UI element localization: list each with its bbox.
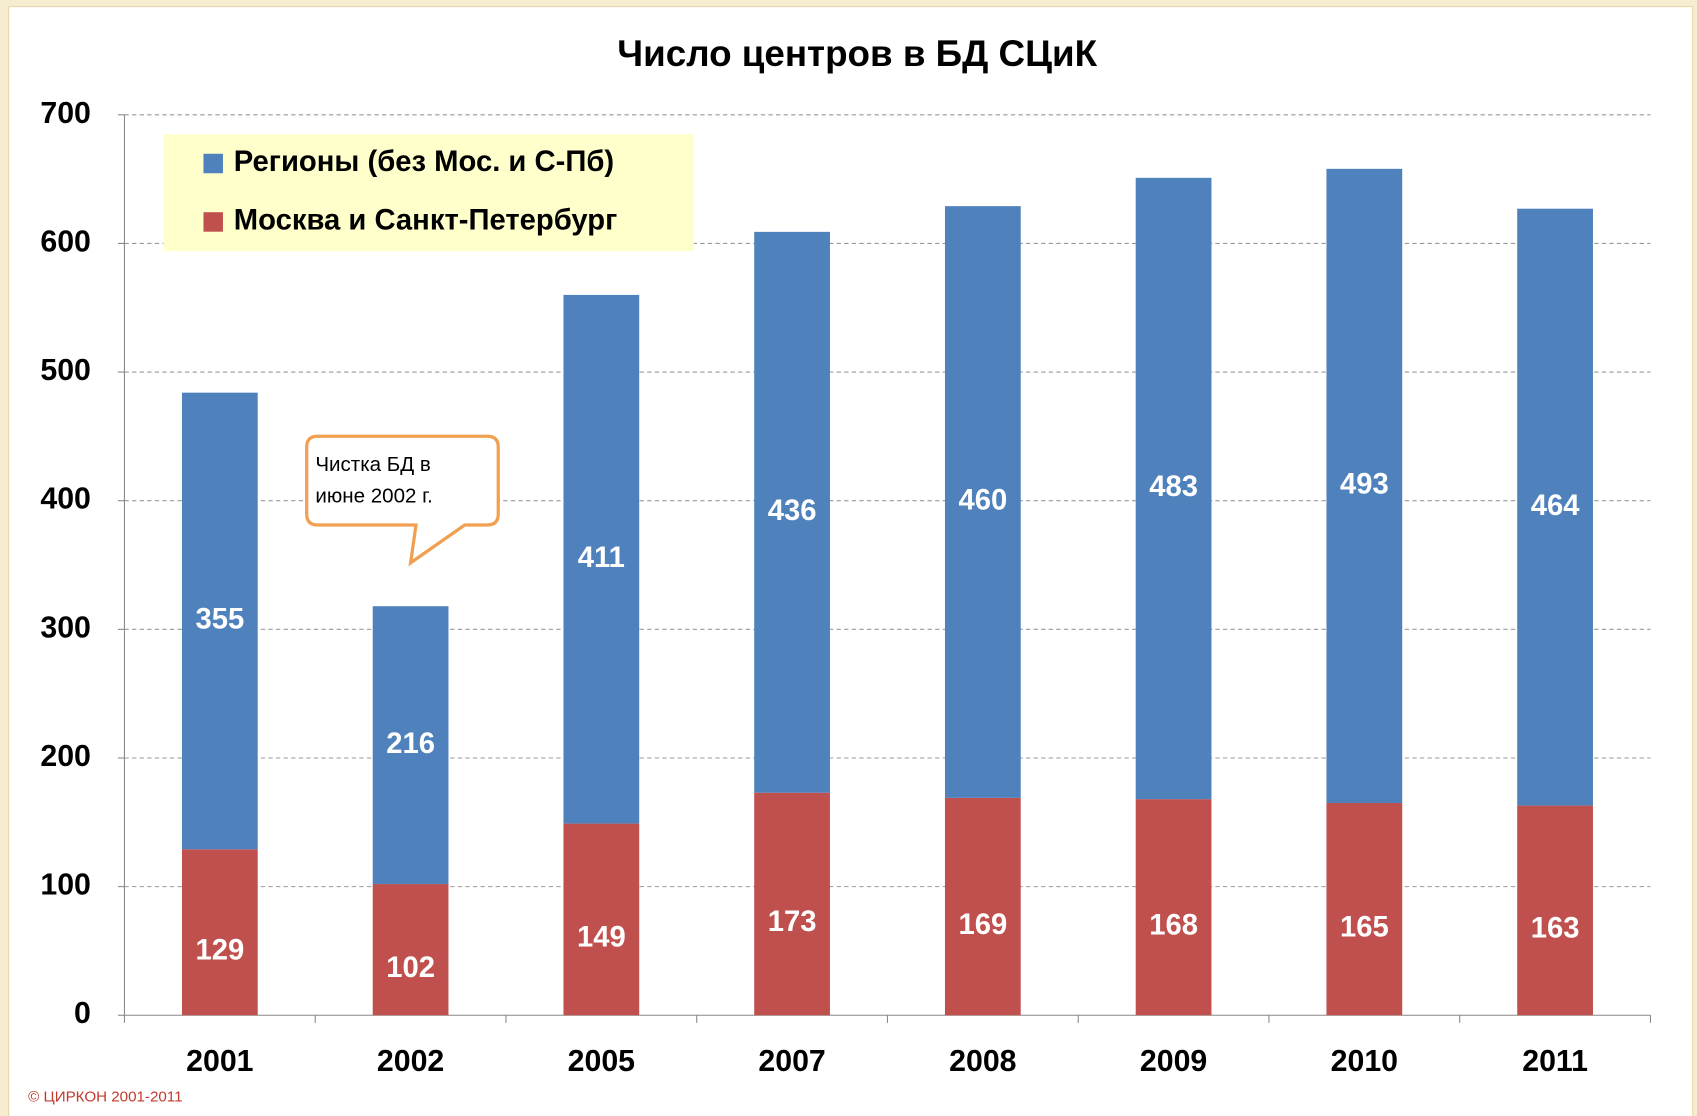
bar-segment <box>563 294 640 824</box>
bar-segment <box>944 206 1021 798</box>
y-tick-label: 200 <box>40 740 91 773</box>
data-label: 169 <box>958 909 1007 941</box>
legend-swatch <box>203 153 223 174</box>
bar-segment <box>754 792 830 1016</box>
y-tick-label: 300 <box>40 611 91 644</box>
footer: © ЦИРКОН 2001-2011 <box>28 1089 182 1106</box>
x-tick-label: 2007 <box>758 1045 825 1078</box>
bar-segment <box>944 797 1021 1016</box>
y-tick-label: 600 <box>40 225 91 258</box>
bar-segment <box>181 849 258 1016</box>
annotation-text: июне 2002 г. <box>315 484 432 507</box>
data-label: 493 <box>1340 469 1389 501</box>
bar-segment <box>372 884 449 1016</box>
bar-segment <box>1135 177 1212 800</box>
data-label: 163 <box>1531 913 1580 945</box>
legend-label: Москва и Санкт-Петербург <box>234 205 618 237</box>
bar-segment <box>1326 803 1403 1016</box>
x-tick-label: 2002 <box>377 1045 444 1078</box>
legend-box <box>163 134 694 252</box>
data-label: 129 <box>195 934 244 966</box>
data-label: 168 <box>1149 909 1198 941</box>
data-label: 173 <box>768 906 817 938</box>
data-label: 355 <box>195 604 244 636</box>
bar-segment <box>181 392 258 850</box>
y-tick-label: 100 <box>40 869 91 902</box>
x-tick-label: 2001 <box>186 1045 253 1078</box>
legend-swatch <box>203 212 223 232</box>
y-tick-label: 400 <box>40 483 91 516</box>
x-tick-label: 2005 <box>568 1045 635 1078</box>
x-tick-label: 2010 <box>1331 1045 1398 1078</box>
bar-segment <box>563 823 640 1016</box>
bar-segment <box>1517 805 1593 1016</box>
data-label: 102 <box>386 952 435 984</box>
x-tick-label: 2008 <box>949 1045 1016 1078</box>
legend-label: Регионы (без Мос. и С-Пб) <box>234 146 614 178</box>
x-tick-label: 2011 <box>1522 1045 1588 1078</box>
y-tick-label: 700 <box>40 97 91 130</box>
data-label: 464 <box>1531 490 1581 522</box>
callout <box>305 434 500 567</box>
data-label: 483 <box>1149 471 1198 503</box>
y-tick-label: 0 <box>74 997 91 1030</box>
bar-segment <box>1517 208 1593 806</box>
bar-segment <box>1326 168 1403 804</box>
data-label: 460 <box>958 485 1007 517</box>
chart-title: Число центров в БД СЦиК <box>617 33 1097 74</box>
data-label: 436 <box>768 495 817 527</box>
data-label: 165 <box>1340 911 1389 943</box>
bar-segment <box>754 231 830 793</box>
bar-segment <box>372 606 449 885</box>
bar-segment <box>1135 799 1212 1016</box>
data-label: 411 <box>578 542 625 574</box>
annotation-text: Чистка БД в <box>315 453 431 476</box>
data-label: 149 <box>577 922 626 954</box>
y-tick-label: 500 <box>40 354 91 387</box>
data-label: 216 <box>386 728 435 760</box>
x-tick-label: 2009 <box>1140 1045 1207 1078</box>
